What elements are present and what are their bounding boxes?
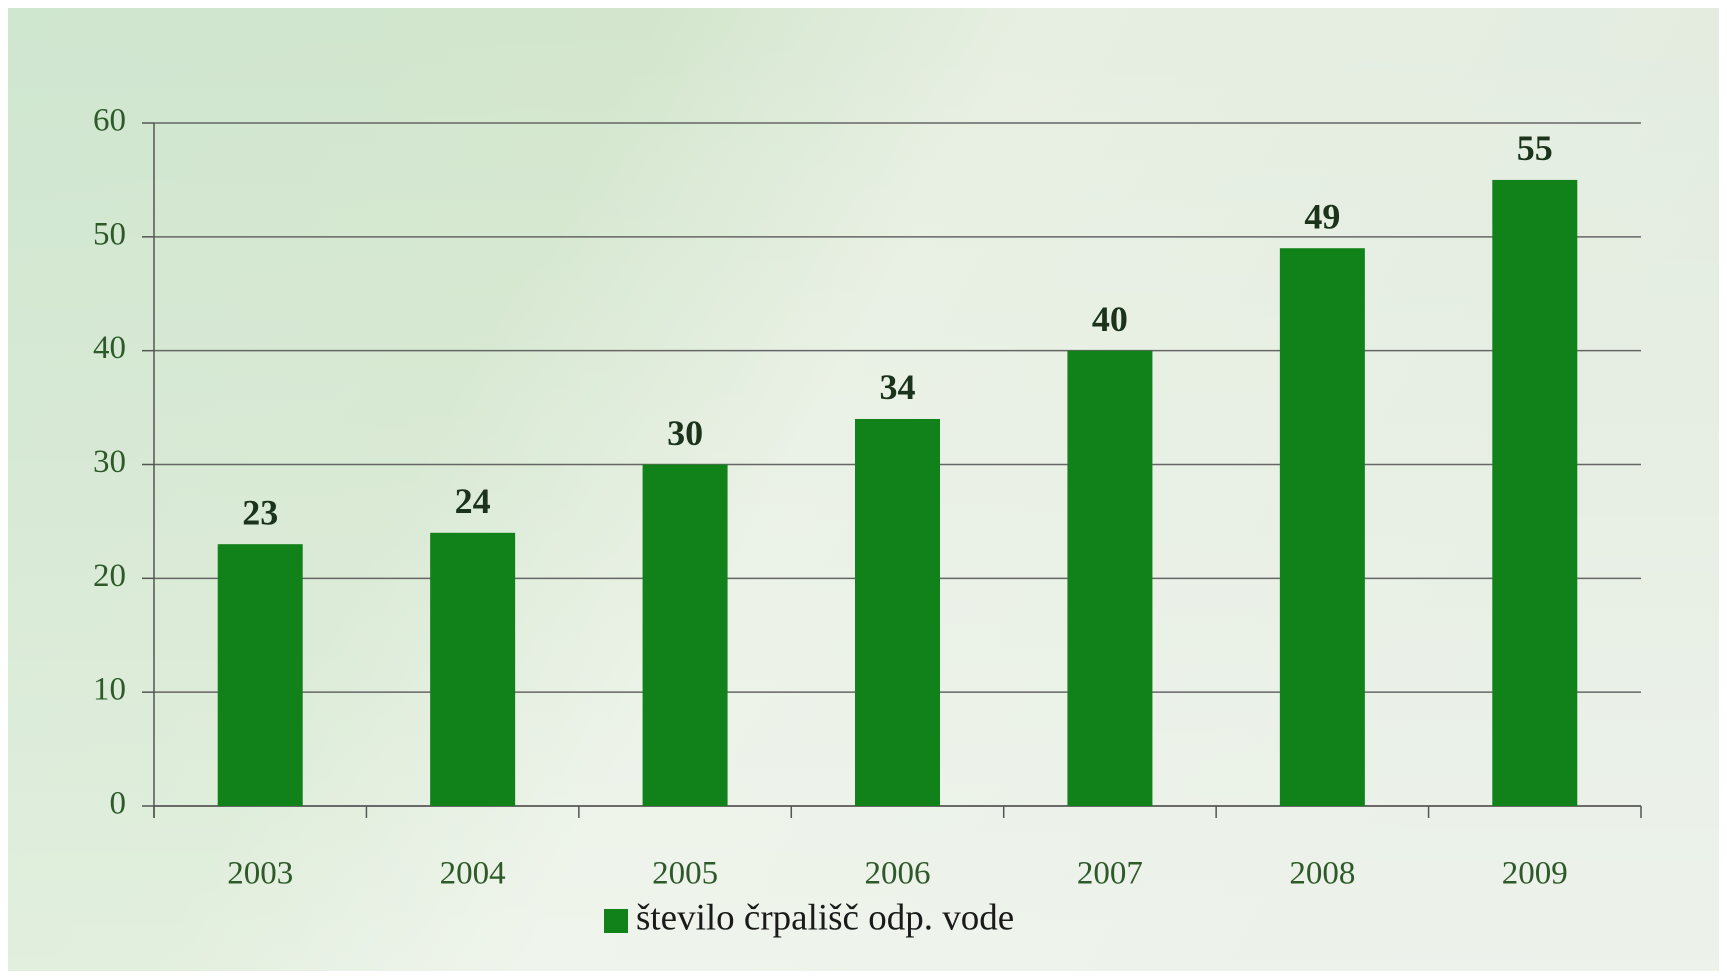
data-label: 30 [667,413,703,453]
x-tick-label: 2008 [1289,856,1355,892]
bar [1492,179,1578,806]
x-tick-label: 2005 [652,856,718,892]
bar [1279,248,1365,806]
y-tick-label: 50 [93,216,126,252]
x-tick-label: 2009 [1502,856,1568,892]
x-tick-label: 2006 [865,856,931,892]
x-tick-label: 2003 [227,856,293,892]
bar [1067,350,1153,806]
y-tick-label: 10 [93,672,126,708]
legend-swatch [604,909,628,933]
y-tick-label: 30 [93,444,126,480]
data-label: 24 [455,481,491,521]
bar [217,544,303,806]
y-tick-label: 40 [93,330,126,366]
bar [430,532,516,806]
data-label: 40 [1092,299,1128,339]
data-label: 34 [880,367,916,407]
data-label: 55 [1517,128,1553,168]
y-tick-label: 0 [110,786,127,822]
x-tick-label: 2007 [1077,856,1143,892]
data-label: 49 [1304,196,1340,236]
bar [642,464,728,806]
data-label: 23 [242,492,278,532]
y-tick-label: 20 [93,558,126,594]
y-tick-label: 60 [93,103,126,139]
legend-label: število črpališč odp. vode [636,897,1014,938]
bar [855,418,940,806]
x-tick-label: 2004 [440,856,506,892]
